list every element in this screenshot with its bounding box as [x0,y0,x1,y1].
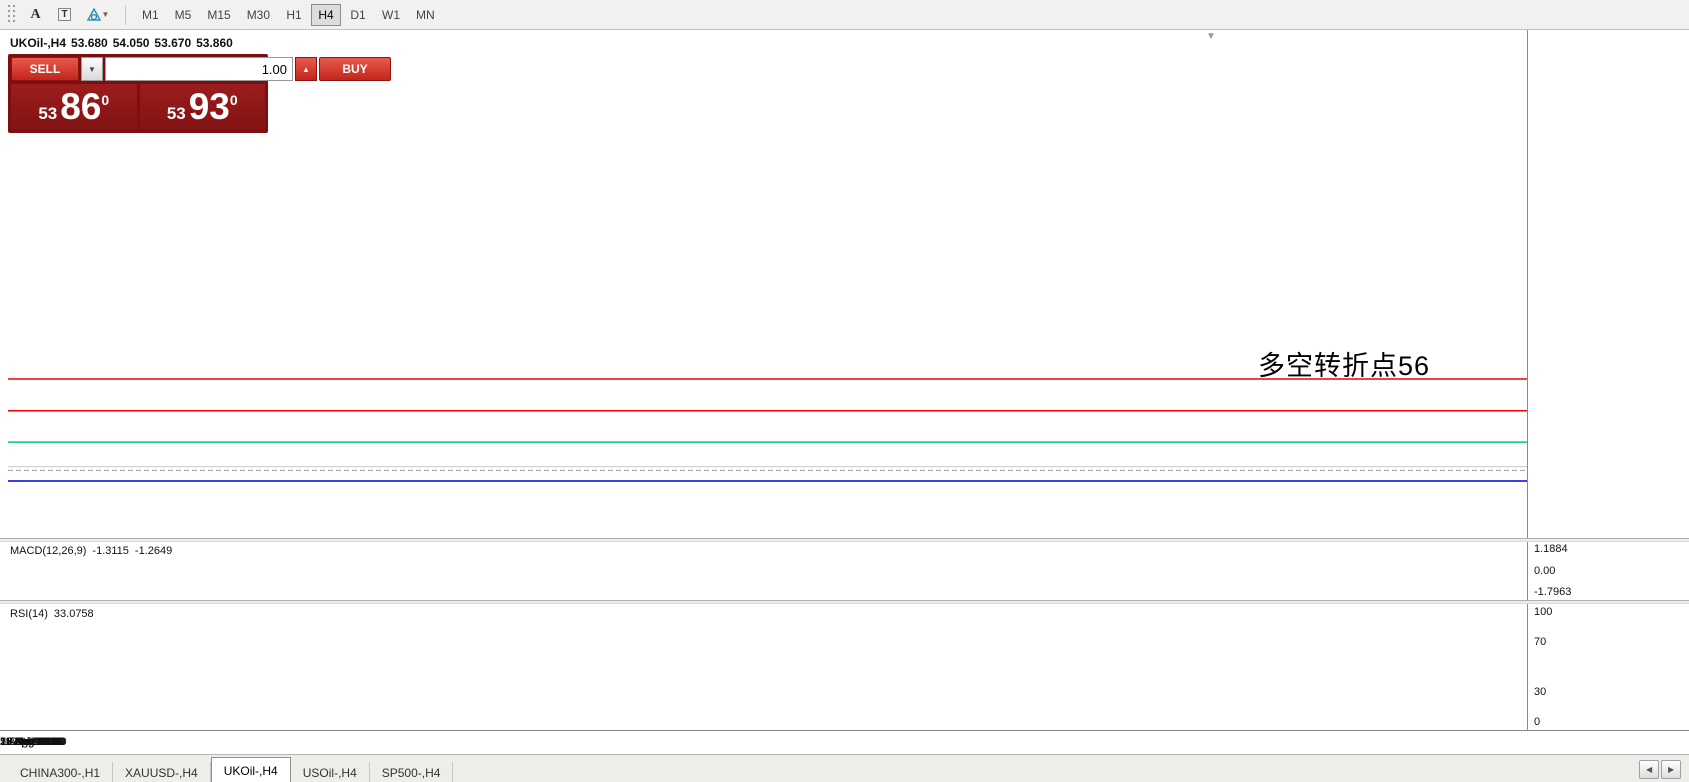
volume-down-button[interactable]: ▼ [81,57,103,81]
sell-price-big: 86 [60,86,102,127]
trade-panel-controls: SELL ▼ ▲ BUY [11,57,391,81]
macd-value-signal: -1.2649 [134,545,173,557]
macd-axis-tick: 1.1884 [1534,543,1568,555]
chart-title: UKOil-,H4 53.680 54.050 53.670 53.860 [10,36,238,50]
buy-price-sup: 0 [229,92,238,108]
text-label-tool-button[interactable]: A [22,3,49,27]
tab-china300-h1[interactable]: CHINA300-,H1 [8,762,114,782]
tab-xauusd-h4[interactable]: XAUUSD-,H4 [113,762,211,782]
date-tick: 11 Apr 12:00 [0,736,62,748]
price-axis-separator [1527,30,1528,730]
macd-name: MACD(12,26,9) [10,545,87,557]
trade-panel-prices: 53 86 0 53 93 0 [11,84,265,130]
tab-usoil-h4[interactable]: USOil-,H4 [291,762,370,782]
toolbar-separator [125,4,126,25]
rsi-axis-tick: 30 [1534,686,1547,698]
ohlc-high: 54.050 [112,36,150,50]
sell-price-small: 53 [38,104,58,123]
date-tick: 26 Oct 16:00 [0,736,63,748]
time-axis-separator [0,730,1689,731]
text-box-tool-button[interactable]: T [51,3,78,27]
rsi-value: 33.0758 [53,608,94,620]
date-tick: 19 Mar 12:00 [0,736,65,748]
macd-value-main: -1.3115 [92,545,129,557]
sell-button[interactable]: SELL [11,57,79,81]
panel-splitter[interactable] [0,538,1689,542]
date-tick: 26 Feb 2018 [0,736,62,748]
date-tick: 1 Aug 04:00 [0,736,59,748]
sell-price-button[interactable]: 53 86 0 [11,84,137,130]
toolbar: A T ▼ M1 M5 M15 M30 H1 H4 D1 W1 MN [0,0,1689,30]
shapes-tool-button[interactable]: ▼ [80,3,116,27]
timeframe-m1-button[interactable]: M1 [135,4,166,26]
symbol-label: UKOil-,H4 [10,36,67,50]
text-annotation: 多空转折点56 [1258,351,1431,381]
macd-axis-tick: -1.7963 [1534,586,1572,598]
rsi-name: RSI(14) [10,608,48,620]
buy-price-big: 93 [188,86,230,127]
sell-price-sup: 0 [101,92,110,108]
panel-splitter[interactable] [0,600,1689,604]
timeframe-m30-button[interactable]: M30 [240,4,277,26]
timeframe-m5-button[interactable]: M5 [168,4,199,26]
rsi-axis-tick: 70 [1534,636,1547,648]
tab-sp500-h4[interactable]: SP500-,H4 [370,762,454,782]
level-lines-layer [8,378,1527,482]
timeframe-h4-button[interactable]: H4 [311,3,342,26]
timeframe-m15-button[interactable]: M15 [200,4,237,26]
toolbar-grip[interactable] [7,4,17,25]
chart-shift-marker[interactable]: ▼ [1206,31,1216,42]
one-click-trading-panel: SELL ▼ ▲ BUY 53 86 0 53 93 0 [8,54,391,133]
volume-input[interactable] [105,57,293,81]
chevron-down-icon: ▼ [101,10,110,19]
caret-down-icon: ▼ [88,64,96,74]
tab-scroll-controls: ◀ ▶ [1639,760,1681,782]
timeframe-d1-button[interactable]: D1 [343,4,373,26]
volume-up-button[interactable]: ▲ [295,57,317,81]
date-tick: 13 Sep 12:00 [0,736,66,748]
chart-tab-bar: CHINA300-,H1 XAUUSD-,H4 UKOil-,H4 USOil-… [0,754,1689,782]
ohlc-open: 53.680 [71,36,108,50]
date-tick: 18 Jun 16:00 [0,736,64,748]
caret-up-icon: ▲ [302,64,310,74]
date-tick: 11 Dec 05:00 [0,736,65,748]
rsi-axis-tick: 100 [1534,606,1553,618]
date-tick: 19 Nov 04:00 [0,736,66,748]
date-tick: 22 Aug 16:00 [0,736,65,748]
ohlc-low: 53.670 [154,36,192,50]
rsi-axis-tick: 0 [1534,716,1541,728]
tab-ukoil-h4[interactable]: UKOil-,H4 [210,757,291,782]
macd-label: MACD(12,26,9) -1.3115 -1.2649 [10,545,178,557]
timeframe-h1-button[interactable]: H1 [279,4,309,26]
timeframe-mn-button[interactable]: MN [409,4,442,26]
ohlc-close: 53.860 [196,36,233,50]
timeframe-w1-button[interactable]: W1 [375,4,407,26]
macd-axis-tick: 0.00 [1534,565,1556,577]
boxed-t-icon: T [58,8,71,21]
letter-a-icon: A [30,6,41,22]
rsi-label: RSI(14) 33.0758 [10,608,100,620]
tab-scroll-left-button[interactable]: ◀ [1639,760,1659,779]
shapes-icon [86,7,101,21]
date-tick: 5 Oct 04:00 [0,736,57,748]
date-tick: 25 May 16:00 [0,736,67,748]
buy-price-small: 53 [166,104,186,123]
date-tick: 10 Jul 12:00 [0,736,60,748]
buy-price-button[interactable]: 53 93 0 [139,84,265,130]
tab-scroll-right-button[interactable]: ▶ [1661,760,1681,779]
buy-button[interactable]: BUY [319,57,391,81]
date-tick: 3 May 16:00 [0,736,61,748]
